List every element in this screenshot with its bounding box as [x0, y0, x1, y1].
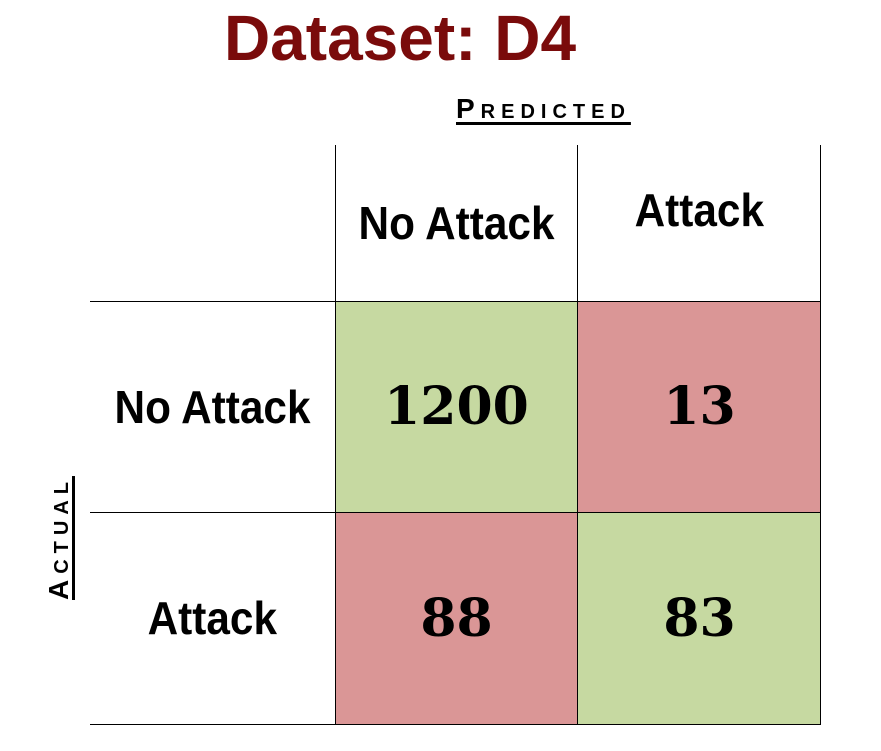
grid-line-vertical	[577, 145, 578, 725]
cell-value: 13	[663, 376, 736, 437]
column-header-no-attack: No Attack	[335, 145, 577, 301]
cell-value: 83	[663, 587, 736, 649]
matrix-cell-true-negative: 1200	[335, 301, 578, 512]
row-header-label: No Attack	[114, 380, 311, 433]
cell-value: 88	[420, 587, 493, 649]
actual-axis-label: Actual	[43, 476, 74, 600]
matrix-cell-false-positive: 13	[578, 301, 821, 512]
matrix-cell-false-negative: 88	[335, 512, 578, 724]
actual-axis-label-wrapper: Actual	[42, 430, 82, 600]
cell-value: 1200	[384, 376, 529, 437]
row-header-attack: Attack	[90, 512, 335, 724]
grid-line-horizontal	[90, 724, 821, 725]
grid-line-horizontal	[90, 301, 821, 302]
grid-line-horizontal	[90, 512, 821, 513]
column-header-attack: Attack	[578, 145, 821, 275]
row-header-no-attack: No Attack	[90, 301, 335, 512]
grid-line-vertical	[820, 145, 821, 725]
grid-line-vertical	[335, 145, 336, 725]
column-header-label: Attack	[634, 184, 765, 236]
chart-title: Dataset: D4	[223, 2, 577, 74]
matrix-cell-true-positive: 83	[578, 512, 821, 724]
column-header-label: No Attack	[358, 197, 554, 249]
predicted-axis-label: Predicted	[456, 93, 631, 124]
row-header-label: Attack	[147, 592, 278, 644]
